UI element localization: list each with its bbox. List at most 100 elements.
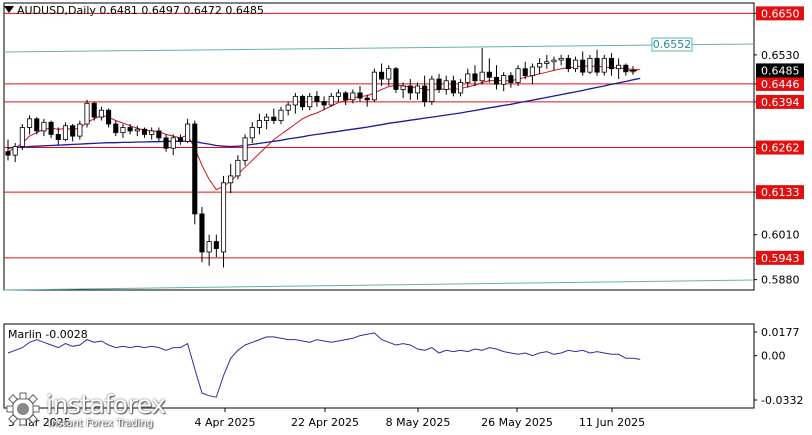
candle: [623, 63, 629, 76]
candle-body: [127, 127, 133, 132]
price-tick-label: 0.6133: [761, 186, 800, 199]
candle: [34, 117, 40, 135]
candle-body: [616, 64, 622, 70]
candle: [458, 79, 464, 97]
candle-body: [479, 71, 485, 82]
candle-body: [407, 85, 413, 94]
candle: [213, 234, 219, 258]
candle: [278, 106, 284, 125]
time-tick-label: 22 Apr 2025: [291, 416, 359, 429]
current-price-label: 0.6485: [761, 64, 800, 77]
candle-body: [335, 92, 342, 97]
candle-body: [522, 68, 528, 77]
price-tick-label: 0.6394: [761, 96, 800, 109]
candle-body: [357, 92, 363, 99]
candle: [364, 94, 370, 107]
oscillator-pane-frame: [3, 323, 755, 409]
candle: [156, 127, 162, 142]
candle: [450, 75, 456, 97]
candle-body: [529, 66, 535, 77]
candle-body: [192, 123, 198, 215]
candle-body: [264, 116, 270, 121]
collapse-triangle-icon[interactable]: [4, 6, 14, 13]
candle-body: [422, 85, 428, 102]
candle-body: [565, 57, 571, 70]
candle: [357, 85, 363, 102]
candle: [249, 122, 255, 144]
level-label-bg: [756, 6, 804, 21]
candle-body: [91, 102, 97, 118]
candle-body: [185, 123, 191, 142]
time-tick-label: 11 Jun 2025: [579, 416, 645, 429]
chart-header: AUDUSD,Daily 0.6481 0.6497 0.6472 0.6485: [4, 4, 264, 17]
candle-body: [537, 63, 543, 68]
candle: [616, 58, 622, 80]
time-axis: 3 Mar 2025 4 Apr 2025 22 Apr 2025 8 May 202…: [7, 408, 645, 429]
candle: [192, 120, 198, 225]
candle-body: [256, 120, 262, 128]
candle: [572, 56, 579, 73]
candle: [328, 92, 334, 107]
candle: [594, 49, 600, 76]
candle-body: [41, 121, 47, 132]
level-label-bg: [756, 94, 804, 109]
level-label-bg: [756, 250, 804, 265]
candle: [106, 108, 112, 128]
candle-body: [414, 85, 421, 94]
candle-body: [371, 71, 377, 101]
candle: [141, 127, 148, 138]
candle: [185, 118, 191, 144]
candle: [601, 54, 607, 76]
candle: [285, 101, 291, 116]
candle-body: [235, 159, 241, 177]
candle: [163, 134, 169, 152]
candle: [350, 89, 356, 104]
candle-body: [77, 123, 83, 137]
price-tick-label: 0.6262: [761, 142, 800, 155]
oscillator-label: Marlin -0.0028: [8, 328, 88, 341]
candle: [407, 79, 413, 100]
candle-body: [213, 241, 219, 249]
candle: [91, 101, 97, 121]
price-tick-label: 0.6530: [761, 49, 800, 62]
candle-body: [228, 175, 234, 184]
candle: [501, 72, 507, 92]
candle-body: [55, 133, 61, 140]
candle: [98, 106, 104, 121]
candle-body: [163, 137, 169, 149]
price-tick-label: 0.5880: [761, 274, 800, 287]
candle-body: [572, 59, 579, 70]
candle: [429, 75, 435, 106]
candle-body: [623, 64, 629, 73]
candle: [41, 118, 47, 137]
candle-body: [343, 92, 349, 101]
candle: [544, 54, 550, 69]
candle: [19, 124, 25, 150]
candle-body: [508, 75, 514, 83]
candle-body: [113, 123, 119, 134]
price-tick-label: 0.6446: [761, 78, 800, 91]
candle: [608, 53, 615, 76]
candle: [379, 63, 385, 86]
candle: [314, 91, 320, 107]
candle: [271, 108, 277, 125]
candle: [127, 124, 133, 135]
candle: [529, 63, 535, 85]
time-tick-label: 4 Apr 2025: [194, 416, 255, 429]
candle-body: [400, 85, 406, 90]
candle-body: [472, 73, 478, 82]
logo-tagline: Instant Forex Trading: [48, 418, 154, 429]
candle: [465, 68, 471, 88]
time-tick-label: 26 May 2025: [481, 416, 553, 429]
candle-body: [34, 118, 40, 132]
candle: [55, 127, 61, 145]
osc-tick-label: 0.00: [761, 350, 786, 363]
price-axis: 0.6650 0.6530 0.6446 0.6394 0.6262 0.6133 0.60…: [754, 6, 804, 287]
candle-body: [149, 130, 155, 135]
candle-body: [594, 57, 600, 73]
candle-body: [141, 128, 148, 135]
candle: [371, 68, 377, 102]
candle-body: [458, 82, 464, 94]
candle: [206, 234, 212, 266]
candle: [242, 134, 248, 166]
